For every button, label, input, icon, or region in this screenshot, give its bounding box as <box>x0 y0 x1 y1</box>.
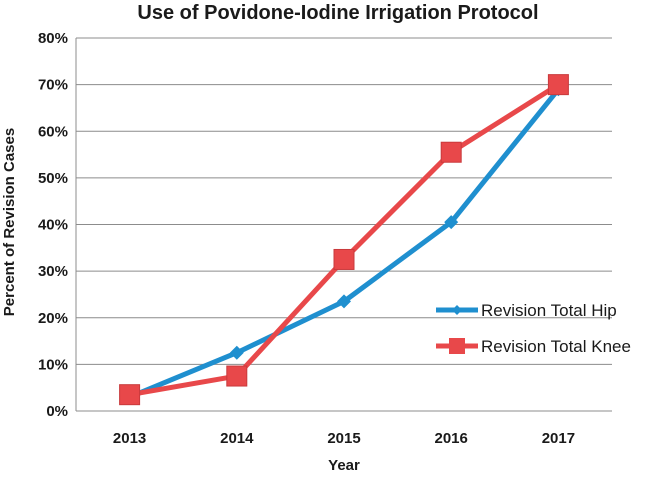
data-point <box>226 365 248 387</box>
series-2 <box>119 74 569 406</box>
y-tick-label: 60% <box>38 123 68 140</box>
x-axis-label: Year <box>328 457 360 474</box>
x-tick-label: 2015 <box>327 430 360 447</box>
data-point <box>119 384 141 406</box>
y-tick-label: 0% <box>46 403 68 420</box>
chart-title: Use of Povidone-Iodine Irrigation Protoc… <box>137 2 538 24</box>
x-tick-label: 2013 <box>113 430 146 447</box>
y-tick-label: 10% <box>38 356 68 373</box>
legend-label: Revision Total Knee <box>481 337 631 356</box>
data-point <box>547 74 569 96</box>
gridlines <box>75 37 612 412</box>
legend-marker <box>449 338 465 354</box>
y-tick-label: 20% <box>38 310 68 327</box>
data-point <box>229 345 244 360</box>
x-axis-ticks: 2013 2014 2015 2016 2017 <box>113 430 575 447</box>
y-tick-label: 40% <box>38 217 68 234</box>
y-tick-label: 50% <box>38 170 68 187</box>
y-tick-label: 80% <box>38 30 68 47</box>
y-tick-label: 70% <box>38 77 68 94</box>
series <box>119 74 569 406</box>
legend-entry: Revision Total Hip <box>436 301 617 320</box>
data-point <box>444 215 459 230</box>
data-point <box>440 141 462 163</box>
legend: Revision Total Hip Revision Total Knee <box>436 301 631 356</box>
x-tick-label: 2014 <box>220 430 254 447</box>
data-point <box>337 294 351 309</box>
legend-entry: Revision Total Knee <box>436 337 631 356</box>
y-tick-label: 30% <box>38 263 68 280</box>
legend-label: Revision Total Hip <box>481 301 617 320</box>
x-tick-label: 2016 <box>435 430 468 447</box>
legend-marker <box>452 305 462 315</box>
x-tick-label: 2017 <box>542 430 575 447</box>
data-point <box>333 248 355 270</box>
y-axis-label: Percent of Revision Cases <box>1 128 18 316</box>
y-axis-ticks: 0% 10% 20% 30% 40% 50% 60% 70% 80% <box>38 30 68 420</box>
